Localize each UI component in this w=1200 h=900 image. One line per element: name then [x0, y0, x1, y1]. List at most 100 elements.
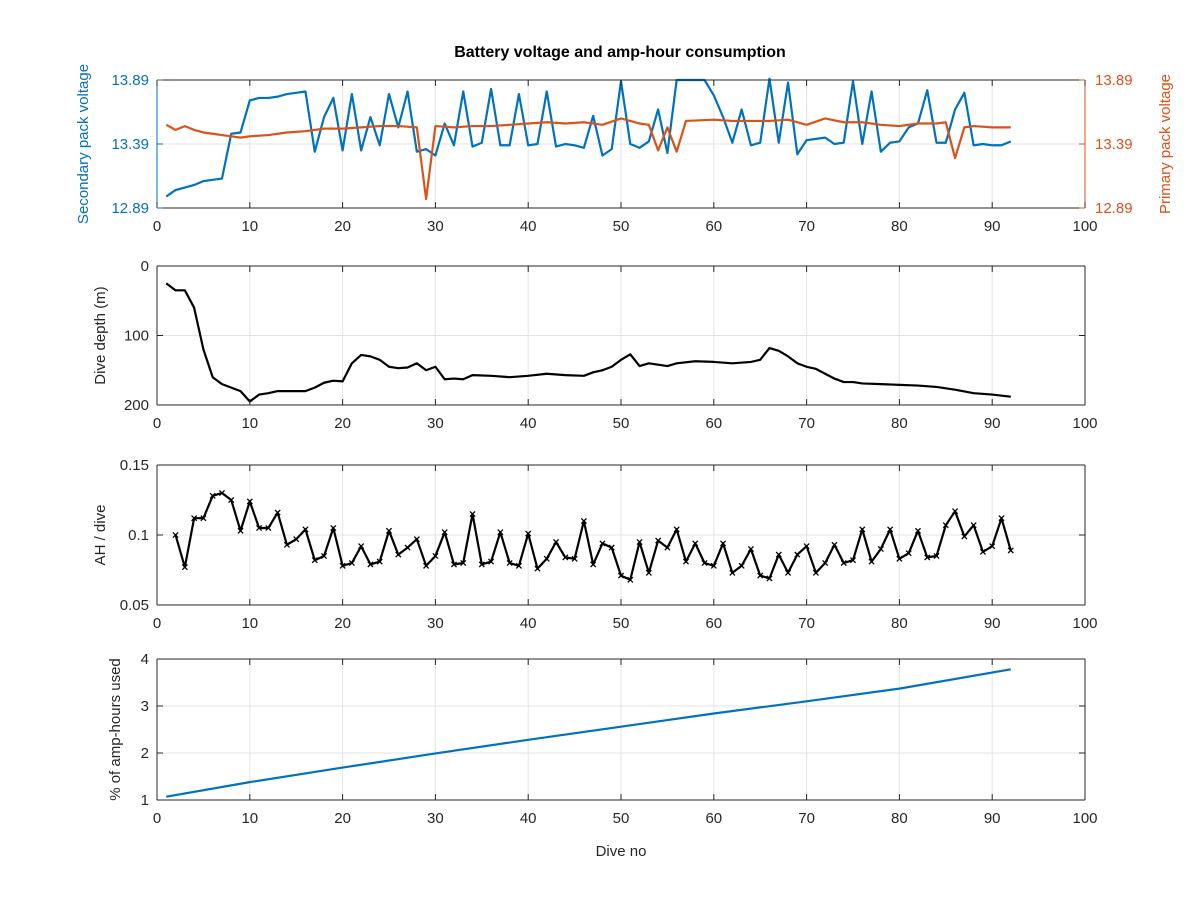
data-point-marker	[970, 522, 977, 529]
x-tick-label: 60	[705, 810, 722, 827]
x-tick-label: 0	[153, 415, 161, 432]
x-tick-label: 100	[1072, 218, 1097, 235]
data-point-marker	[822, 559, 829, 567]
data-point-marker	[710, 562, 717, 569]
data-point-marker	[979, 548, 986, 555]
y-tick-label: 0.1	[128, 527, 149, 544]
data-point-marker	[961, 533, 968, 540]
x-tick-label: 20	[334, 810, 351, 827]
data-point-marker	[831, 541, 838, 548]
data-point-marker	[228, 496, 235, 504]
x-tick-label: 10	[241, 218, 258, 235]
data-point-marker	[905, 550, 912, 557]
y-right-tick-label: 13.89	[1095, 72, 1133, 89]
y-tick-label: 0	[141, 258, 149, 275]
x-tick-label: 0	[153, 810, 161, 827]
data-point-marker	[942, 522, 949, 529]
data-point-marker	[590, 561, 597, 568]
data-point-marker	[849, 557, 857, 564]
x-tick-label: 0	[153, 218, 161, 235]
y-tick-label: 2	[141, 745, 149, 762]
data-point-marker	[645, 569, 652, 576]
data-point-marker	[478, 561, 485, 568]
y-tick-label: 12.89	[111, 200, 149, 217]
data-point-marker	[191, 515, 198, 522]
data-point-marker	[627, 576, 634, 583]
data-point-marker	[571, 555, 578, 562]
data-point-marker	[525, 530, 532, 537]
subplot-2: 0 10 20 30 40 50 60 70 80 90 100 0 100 200 Dive depth …	[92, 258, 1098, 432]
data-point-marker	[998, 515, 1005, 522]
data-point-marker	[256, 524, 263, 532]
x-tick-label: 80	[891, 415, 908, 432]
y-tick-label: 1	[141, 792, 149, 809]
x-tick-label: 40	[520, 615, 537, 632]
data-point-marker	[720, 540, 727, 547]
data-point-marker	[497, 529, 504, 536]
x-tick-label: 60	[705, 415, 722, 432]
subplot-3: 0 10 20 30 40 50 60 70 80 90 100 0.05 0.1 0.15 AH / di…	[92, 457, 1098, 632]
data-point-marker	[729, 569, 736, 576]
data-point-marker	[543, 555, 550, 562]
x-tick-label: 20	[334, 415, 351, 432]
data-point-marker	[302, 526, 309, 533]
y-tick-label: 0.05	[120, 597, 149, 614]
y-axis-label: AH / dive	[92, 505, 109, 566]
x-axis-label: Dive no	[596, 843, 647, 860]
x-tick-label: 80	[891, 615, 908, 632]
data-point-marker	[682, 558, 690, 565]
data-point-marker	[775, 551, 782, 558]
data-point-marker	[794, 551, 801, 558]
data-point-marker	[738, 562, 745, 569]
series-line-1	[165, 77, 1012, 198]
data-point-marker	[413, 536, 420, 543]
y-right-tick-label: 12.89	[1095, 200, 1133, 217]
data-point-marker	[617, 572, 625, 579]
x-tick-label: 60	[705, 615, 722, 632]
data-point-marker	[952, 508, 959, 515]
data-point-marker	[784, 569, 792, 576]
data-point-marker	[348, 559, 355, 567]
data-point-marker	[664, 544, 671, 551]
data-point-marker	[237, 527, 244, 534]
data-point-marker	[580, 517, 587, 525]
x-tick-label: 90	[984, 615, 1001, 632]
x-tick-label: 90	[984, 415, 1001, 432]
data-point-marker	[432, 552, 439, 560]
data-point-marker	[172, 531, 179, 539]
data-point-marker	[747, 545, 754, 553]
x-tick-label: 10	[241, 415, 258, 432]
subplot-4: 0 10 20 30 40 50 60 70 80 90 100 1 2 3 4 % of amp-hours…	[107, 651, 1098, 860]
x-tick-label: 70	[798, 218, 815, 235]
y-tick-label: 13.89	[111, 72, 149, 89]
data-point-marker	[181, 564, 188, 571]
data-point-marker	[385, 527, 393, 534]
data-point-marker	[636, 538, 643, 546]
data-point-marker	[655, 537, 662, 544]
data-point-marker	[552, 538, 560, 546]
data-point-marker	[692, 540, 699, 547]
data-point-marker	[469, 510, 476, 518]
x-tick-label: 10	[241, 810, 258, 827]
y-tick-label: 200	[124, 397, 149, 414]
data-point-marker	[933, 552, 940, 560]
x-tick-label: 40	[520, 218, 537, 235]
y-tick-label: 13.39	[111, 136, 149, 153]
x-tick-label: 20	[334, 218, 351, 235]
data-point-marker	[320, 552, 328, 560]
x-tick-label: 0	[153, 615, 161, 632]
data-point-marker	[246, 498, 253, 505]
data-point-marker	[757, 572, 764, 579]
y-axis-label: % of amp-hours used	[107, 658, 124, 801]
data-point-marker	[330, 524, 337, 532]
data-point-marker	[515, 562, 522, 569]
data-point-marker	[358, 543, 365, 550]
y-tick-label: 100	[124, 328, 149, 345]
data-point-marker	[812, 569, 819, 576]
data-point-marker	[423, 562, 430, 569]
y-tick-label: 3	[141, 698, 149, 715]
data-point-marker	[450, 561, 458, 568]
y-axis-label: Dive depth (m)	[92, 286, 109, 384]
data-point-marker	[460, 559, 467, 567]
